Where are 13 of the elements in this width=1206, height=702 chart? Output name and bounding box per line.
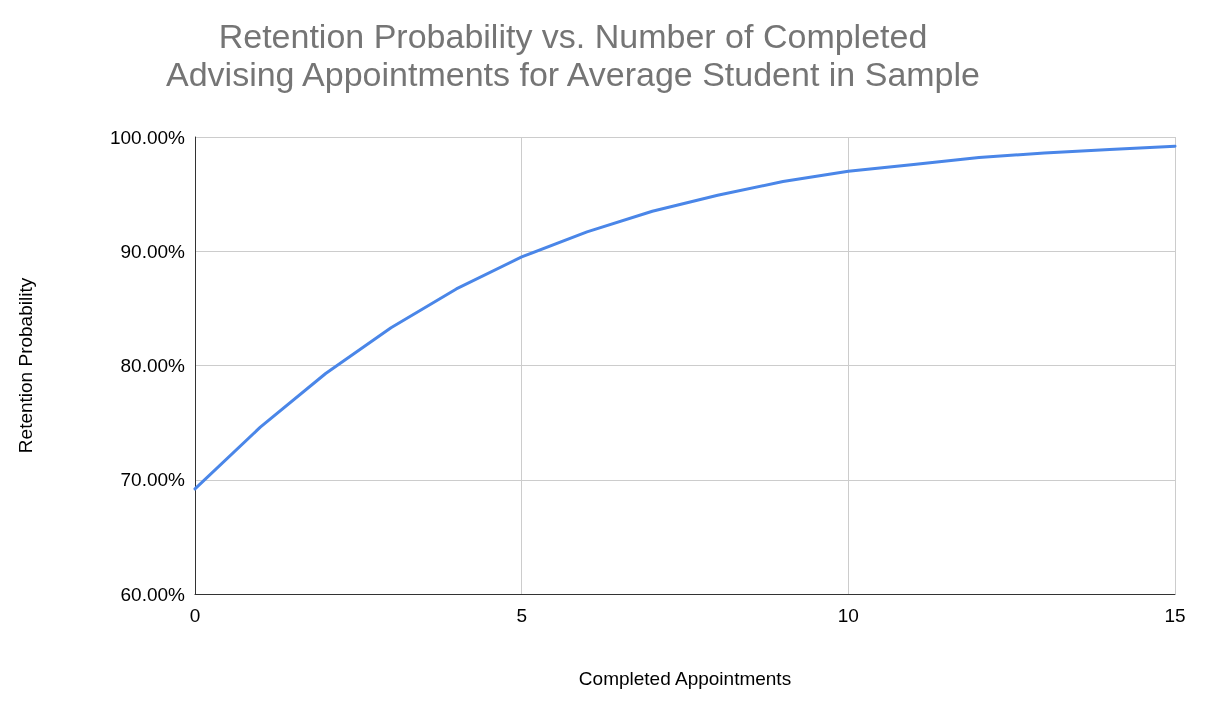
x-tick-label: 5 (516, 605, 527, 626)
x-tick-label: 15 (1164, 605, 1186, 626)
line-series (193, 144, 1177, 491)
chart-title: Retention Probability vs. Number of Completed Advising Appointments for Average Student in Sample (166, 17, 980, 93)
y-tick-label: 70.00% (120, 469, 186, 491)
x-tick-label: 0 (189, 605, 201, 626)
y-tick-label: 80.00% (120, 355, 186, 376)
y-tick-label: 100.00% (109, 126, 186, 148)
x-axis-title: Completed Appointments (578, 668, 792, 689)
y-tick-label: 60.00% (120, 583, 186, 605)
y-axis-title: Retention Probability (15, 277, 36, 454)
x-tick-label: 10 (837, 605, 859, 626)
y-tick-label: 90.00% (120, 240, 186, 262)
